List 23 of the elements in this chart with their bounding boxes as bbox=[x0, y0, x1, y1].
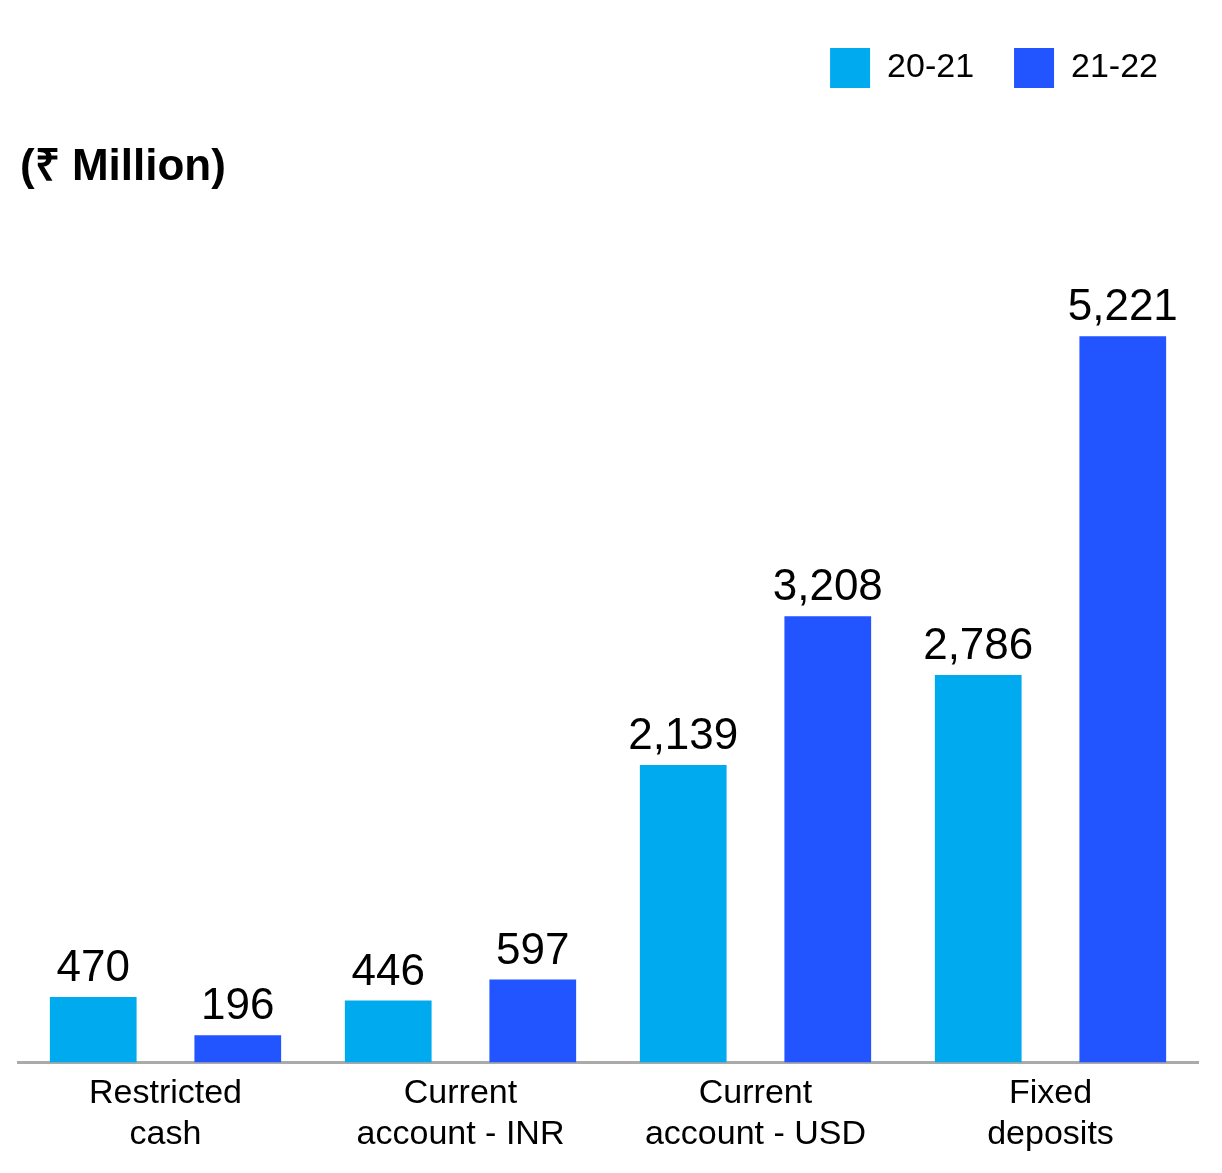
bar bbox=[1079, 336, 1167, 1063]
bar bbox=[344, 1000, 432, 1063]
bar bbox=[194, 1035, 282, 1063]
data-label: 2,139 bbox=[628, 709, 739, 759]
x-tick-label: Fixed deposits bbox=[987, 1072, 1114, 1151]
x-tick-label: Restricted cash bbox=[88, 1072, 243, 1151]
bar bbox=[934, 674, 1022, 1063]
data-label: 5,221 bbox=[1067, 280, 1178, 330]
legend-label: 20-21 bbox=[887, 46, 975, 85]
bar bbox=[639, 764, 727, 1063]
data-label: 2,786 bbox=[923, 619, 1034, 669]
bar bbox=[489, 979, 577, 1063]
data-label: 196 bbox=[201, 979, 275, 1029]
x-tick-label: Current account - USD bbox=[644, 1072, 867, 1151]
bar bbox=[49, 997, 137, 1063]
data-label: 446 bbox=[351, 944, 425, 994]
data-label: 470 bbox=[56, 941, 130, 991]
y-axis-title: (₹ Million) bbox=[20, 140, 226, 190]
x-tick-label: Current account - INR bbox=[356, 1072, 565, 1151]
legend-label: 21-22 bbox=[1071, 46, 1159, 85]
data-label: 597 bbox=[496, 923, 570, 973]
data-label: 3,208 bbox=[772, 560, 883, 610]
bar bbox=[784, 616, 872, 1063]
